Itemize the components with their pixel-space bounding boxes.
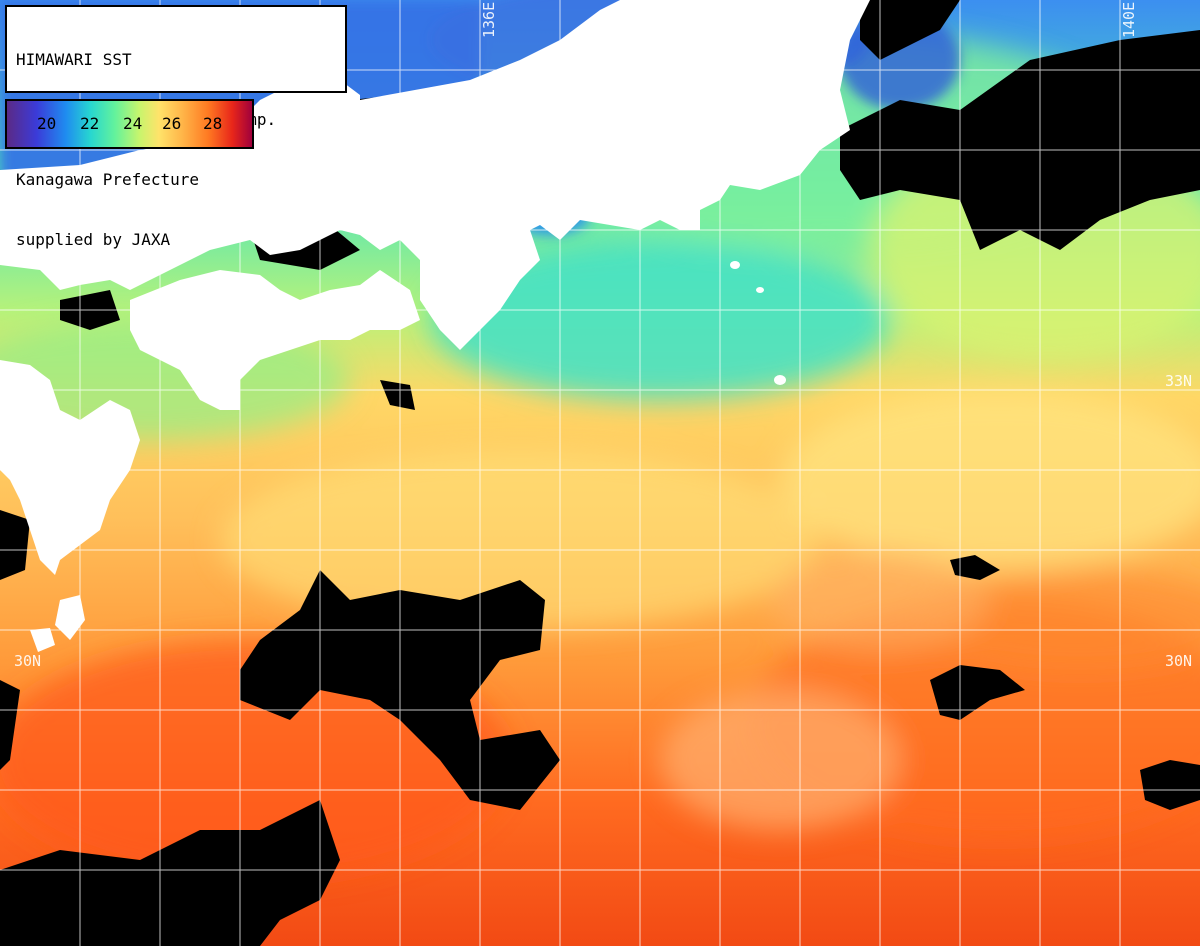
legend-tick: 28 xyxy=(203,114,223,133)
title-box: HIMAWARI SST 2025/10/27 05(UTC) 3H Comp.… xyxy=(5,5,347,249)
title-region: Kanagawa Prefecture xyxy=(16,170,200,189)
lon-label-140e: 140E xyxy=(1120,1,1138,38)
lat-label-30n-left: 30N xyxy=(14,652,42,670)
honshu-landmass xyxy=(0,0,870,350)
legend-tick: 24 xyxy=(123,114,143,133)
shikoku-landmass xyxy=(130,270,420,410)
land-masses xyxy=(0,0,870,652)
legend-tick: 26 xyxy=(162,114,182,133)
temperature-legend: 20 22 24 26 28 xyxy=(5,99,254,149)
yakushima-island xyxy=(30,628,55,652)
legend-tick: 20 xyxy=(37,114,57,133)
title-credit: supplied by JAXA xyxy=(16,230,171,249)
legend-tick: 22 xyxy=(80,114,100,133)
lat-label-30n-right: 30N xyxy=(1165,652,1193,670)
lon-label-136e: 136E xyxy=(480,1,498,38)
tanegashima-island xyxy=(55,595,85,640)
lat-label-33n-right: 33N xyxy=(1165,372,1193,390)
title-product: HIMAWARI SST xyxy=(16,50,132,69)
kyushu-landmass xyxy=(0,360,140,575)
